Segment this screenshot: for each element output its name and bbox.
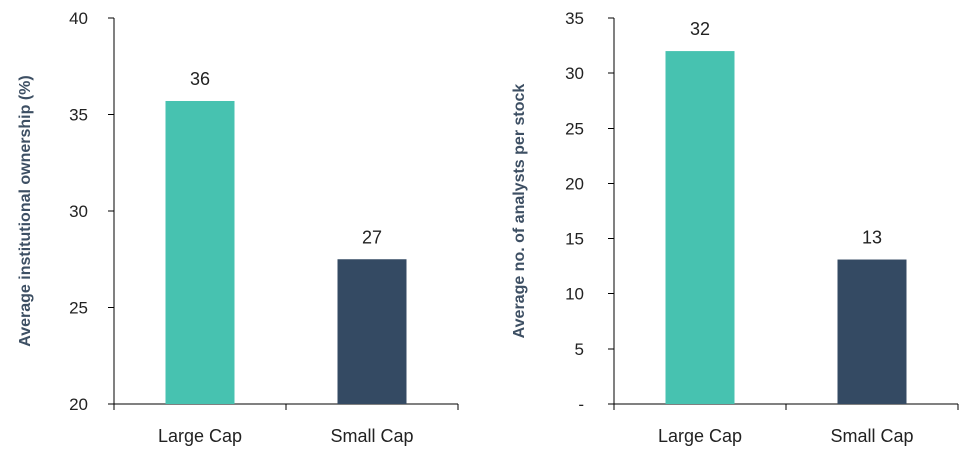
- y-tick-label: 25: [69, 299, 88, 318]
- y-tick-label: 40: [69, 9, 88, 28]
- bar-large-cap: [165, 100, 235, 405]
- y-tick-label: 25: [565, 119, 584, 138]
- y-tick-label: 20: [69, 395, 88, 414]
- bar-small-cap: [337, 259, 407, 404]
- y-tick-label: 30: [565, 64, 584, 83]
- bar-large-cap: [665, 51, 735, 404]
- x-tick-label: Large Cap: [158, 426, 242, 446]
- y-tick-label: -: [578, 395, 584, 414]
- data-label: 13: [862, 228, 882, 248]
- y-axis-title: Average no. of analysts per stock: [511, 84, 528, 339]
- y-tick-label: 15: [565, 230, 584, 249]
- x-tick-label: Small Cap: [330, 426, 413, 446]
- y-tick-label: 35: [565, 9, 584, 28]
- data-label: 27: [362, 227, 382, 247]
- x-tick-label: Small Cap: [830, 426, 913, 446]
- y-tick-label: 10: [565, 285, 584, 304]
- data-label: 36: [190, 69, 210, 89]
- y-axis-title: Average institutional ownership (%): [17, 75, 34, 346]
- y-tick-label: 20: [565, 174, 584, 193]
- x-tick-label: Large Cap: [658, 426, 742, 446]
- chart-1: 20 25 30 35 40 36 Large Cap 27 Small Cap Average …: [17, 9, 459, 446]
- bar-small-cap: [837, 259, 907, 404]
- y-tick-label: 30: [69, 202, 88, 221]
- y-tick-label: 35: [69, 106, 88, 125]
- y-tick-label: 5: [575, 340, 584, 359]
- data-label: 32: [690, 19, 710, 39]
- chart-2: - 5 10 15 20 25 30 35 32 Large Cap 13 Small Cap Aver…: [511, 9, 959, 446]
